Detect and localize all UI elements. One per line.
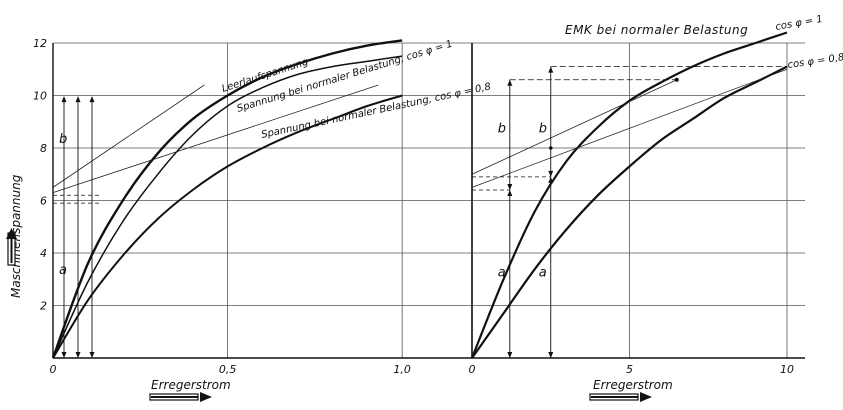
left-dimension-arrowhead — [61, 96, 67, 103]
left-annotations: ba — [53, 96, 100, 358]
left-tick-labels: 2 4 6 8 10 12 0 0,5 1,0 — [33, 37, 411, 376]
right-x-tick-label: 10 — [780, 363, 794, 376]
right-chart-panel: b b a a 0 5 10 — [469, 31, 805, 376]
left-y-tick-label: 8 — [40, 142, 47, 155]
right-x-tick-label: 5 — [626, 363, 633, 376]
left-axes — [52, 43, 472, 359]
right-dimension-arrowhead — [507, 190, 513, 196]
right-dimension-label-a: a — [539, 266, 547, 281]
left-dimension-label-a: a — [59, 263, 67, 278]
left-series-curve — [52, 94, 403, 359]
left-dimension-label-b: b — [59, 132, 67, 147]
ylabel-arrow-icon — [6, 228, 17, 266]
left-dimension-arrowhead — [89, 352, 95, 358]
right-dimension-arrowhead — [507, 79, 513, 86]
left-xlabel: Erregerstrom — [151, 378, 231, 392]
left-xlabel-arrow-icon — [149, 392, 212, 402]
left-series-group — [51, 39, 403, 359]
right-series-curve — [471, 65, 788, 359]
left-tangent-line — [52, 84, 205, 188]
left-dimension-arrowhead — [89, 96, 95, 103]
right-annotations: b b a a — [472, 66, 787, 358]
right-tangent-line — [471, 79, 677, 175]
right-dimension-arrowhead — [548, 176, 554, 183]
right-axes — [471, 43, 805, 359]
right-dimension-arrowhead — [548, 352, 554, 358]
left-series-curve — [52, 55, 403, 359]
right-dimension-label-a: a — [498, 266, 506, 281]
right-dimension-arrowhead — [548, 66, 554, 73]
left-dimension-arrowhead — [75, 96, 81, 103]
left-y-tick-label: 6 — [40, 195, 47, 208]
right-xlabel-arrow-icon — [589, 392, 652, 402]
left-series-curve — [51, 39, 403, 359]
right-series-group — [470, 31, 788, 359]
left-dimension-arrowhead — [61, 352, 67, 358]
right-x-tick-label: 0 — [469, 363, 476, 376]
right-cos08-label: cos φ = 0,8 — [787, 52, 843, 71]
right-tangent-line — [471, 68, 788, 188]
left-y-tick-label: 4 — [40, 247, 47, 260]
right-tick-labels: 0 5 10 — [469, 363, 795, 376]
left-x-tick-label: 0,5 — [219, 363, 237, 376]
left-y-tick-label: 12 — [33, 37, 47, 50]
right-dimension-label-b: b — [539, 121, 547, 136]
left-x-tick-label: 0 — [50, 363, 57, 376]
right-title: EMK bei normaler Belastung — [565, 23, 748, 37]
right-dimension-arrowhead — [548, 170, 554, 177]
left-y-tick-label: 2 — [40, 300, 47, 313]
left-dimension-arrowhead — [75, 352, 81, 358]
right-dimension-arrowhead — [507, 184, 513, 190]
right-dimension-arrowhead — [507, 352, 513, 358]
right-dimension-label-b: b — [498, 121, 506, 136]
left-grid — [53, 42, 472, 358]
right-cos1-label: cos φ = 1 — [775, 14, 824, 33]
left-y-tick-label: 10 — [33, 90, 47, 103]
right-xlabel: Erregerstrom — [593, 378, 673, 392]
left-tangent-line — [52, 84, 379, 194]
left-x-tick-label: 1,0 — [393, 363, 411, 376]
left-ylabel: Maschinenspannung — [9, 174, 23, 298]
right-grid — [472, 42, 805, 358]
